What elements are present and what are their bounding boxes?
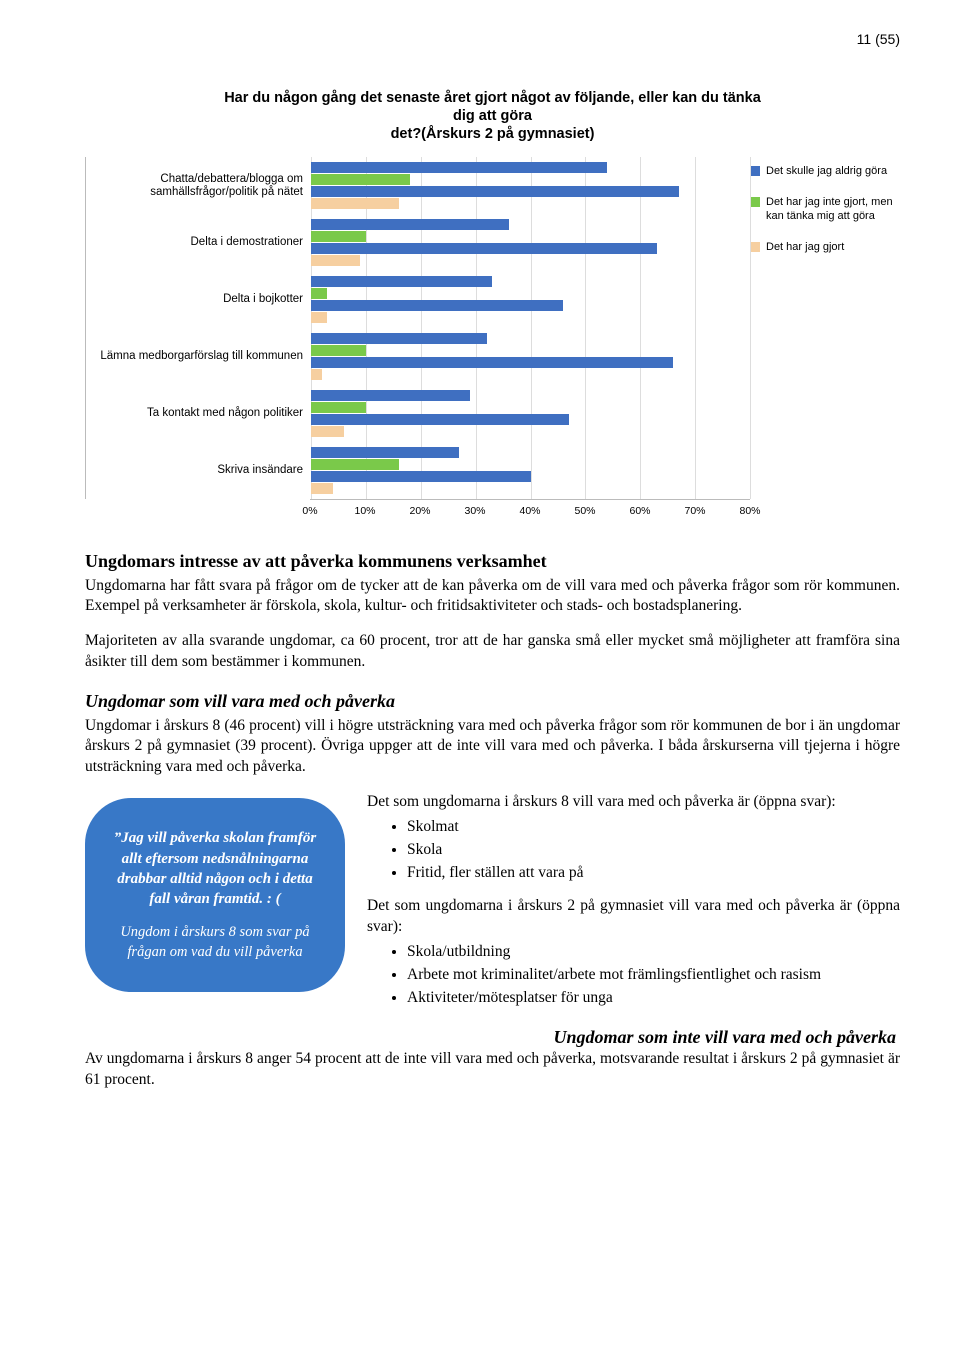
x-axis-tick: 0% <box>302 504 317 518</box>
section1-para2: Majoriteten av alla svarande ungdomar, c… <box>85 631 900 673</box>
section1-para1: Ungdomarna har fått svara på frågor om d… <box>85 576 900 618</box>
chart-category-label: Skriva insändare <box>86 442 311 499</box>
chart-category-label: Lämna medborgarförslag till kommunen <box>86 328 311 385</box>
chart-bar <box>311 357 673 368</box>
chart-category-row: Chatta/debattera/blogga om samhällsfrågo… <box>86 157 750 214</box>
chart-bar <box>311 426 344 437</box>
chart-bar <box>311 219 509 230</box>
legend-label: Det skulle jag aldrig göra <box>766 165 887 178</box>
chart-category-row: Delta i bojkotter <box>86 271 750 328</box>
legend-item: Det skulle jag aldrig göra <box>750 165 900 178</box>
chart-bar <box>311 162 607 173</box>
list-item: Skola <box>407 840 900 861</box>
legend-swatch <box>750 166 760 176</box>
x-axis-tick: 40% <box>519 504 540 518</box>
chart-category-bars <box>311 328 750 385</box>
chart-category-row: Ta kontakt med någon politiker <box>86 385 750 442</box>
list-item: Arbete mot kriminalitet/arbete mot främl… <box>407 965 900 986</box>
chart-bar <box>311 471 531 482</box>
section-heading-interest: Ungdomars intresse av att påverka kommun… <box>85 549 900 573</box>
callout-quote: ”Jag vill påverka skolan framför allt ef… <box>109 828 321 909</box>
callout-attribution: Ungdom i årskurs 8 som svar på frågan om… <box>109 923 321 962</box>
chart-bar <box>311 198 399 209</box>
chart-category-bars <box>311 157 750 214</box>
chart-bar <box>311 459 399 470</box>
right-lead-1: Det som ungdomarna i årskurs 8 vill vara… <box>367 792 900 813</box>
x-axis-tick: 80% <box>739 504 760 518</box>
chart-legend: Det skulle jag aldrig göra Det har jag in… <box>750 157 900 272</box>
chart-bar <box>311 300 563 311</box>
legend-label: Det har jag gjort <box>766 241 844 254</box>
chart-bar <box>311 174 410 185</box>
chart-title-line2: det?(Årskurs 2 på gymnasiet) <box>391 126 595 142</box>
x-axis-tick: 20% <box>409 504 430 518</box>
chart-category-row: Skriva insändare <box>86 442 750 499</box>
list-item: Skola/utbildning <box>407 942 900 963</box>
list-item: Aktiviteter/mötesplatser för unga <box>407 988 900 1009</box>
x-axis-tick: 50% <box>574 504 595 518</box>
chart-bar <box>311 255 360 266</box>
section-heading-not-want-influence: Ungdomar som inte vill vara med och påve… <box>85 1025 900 1049</box>
list-item: Skolmat <box>407 817 900 838</box>
legend-swatch <box>750 197 760 207</box>
chart-category-row: Lämna medborgarförslag till kommunen <box>86 328 750 385</box>
x-axis-tick: 10% <box>354 504 375 518</box>
x-axis-tick: 70% <box>684 504 705 518</box>
page-number: 11 (55) <box>85 30 900 49</box>
x-axis-tick: 30% <box>464 504 485 518</box>
chart-plot-area: Chatta/debattera/blogga om samhällsfrågo… <box>85 157 750 499</box>
chart-bar <box>311 483 333 494</box>
chart-x-axis: 0%10%20%30%40%50%60%70%80% <box>310 499 750 521</box>
chart-bar <box>311 333 487 344</box>
chart-bar <box>311 186 679 197</box>
right-lead-2: Det som ungdomarna i årskurs 2 på gymnas… <box>367 896 900 938</box>
chart-category-bars <box>311 271 750 328</box>
chart-category-label: Delta i demostrationer <box>86 214 311 271</box>
chart-category-label: Chatta/debattera/blogga om samhällsfrågo… <box>86 157 311 214</box>
chart-category-bars <box>311 442 750 499</box>
chart-bar <box>311 243 657 254</box>
chart-title-line1: Har du någon gång det senaste året gjort… <box>224 90 761 124</box>
chart-category-row: Delta i demostrationer <box>86 214 750 271</box>
chart-bar <box>311 288 327 299</box>
chart-category-label: Delta i bojkotter <box>86 271 311 328</box>
chart-bar <box>311 447 459 458</box>
chart-category-label: Ta kontakt med någon politiker <box>86 385 311 442</box>
chart-bar <box>311 345 366 356</box>
chart-bar <box>311 369 322 380</box>
legend-label: Det har jag inte gjort, men kan tänka mi… <box>766 196 900 222</box>
section-heading-want-influence: Ungdomar som vill vara med och påverka <box>85 689 900 713</box>
section3-para: Av ungdomarna i årskurs 8 anger 54 proce… <box>85 1049 900 1091</box>
chart-bar <box>311 312 327 323</box>
survey-bar-chart: Har du någon gång det senaste året gjort… <box>85 89 900 521</box>
chart-bar <box>311 414 569 425</box>
section2-para: Ungdomar i årskurs 8 (46 procent) vill i… <box>85 716 900 779</box>
legend-item: Det har jag inte gjort, men kan tänka mi… <box>750 196 900 222</box>
chart-title: Har du någon gång det senaste året gjort… <box>218 89 768 143</box>
chart-bar <box>311 276 492 287</box>
bullet-list-ak8: SkolmatSkolaFritid, fler ställen att var… <box>367 817 900 884</box>
x-axis-tick: 60% <box>629 504 650 518</box>
chart-bar <box>311 390 470 401</box>
chart-bar <box>311 231 366 242</box>
legend-swatch <box>750 242 760 252</box>
list-item: Fritid, fler ställen att vara på <box>407 863 900 884</box>
chart-category-bars <box>311 385 750 442</box>
bullet-list-gy2: Skola/utbildningArbete mot kriminalitet/… <box>367 942 900 1009</box>
legend-item: Det har jag gjort <box>750 241 900 254</box>
chart-bar <box>311 402 366 413</box>
chart-category-bars <box>311 214 750 271</box>
quote-callout: ”Jag vill påverka skolan framför allt ef… <box>85 798 345 992</box>
